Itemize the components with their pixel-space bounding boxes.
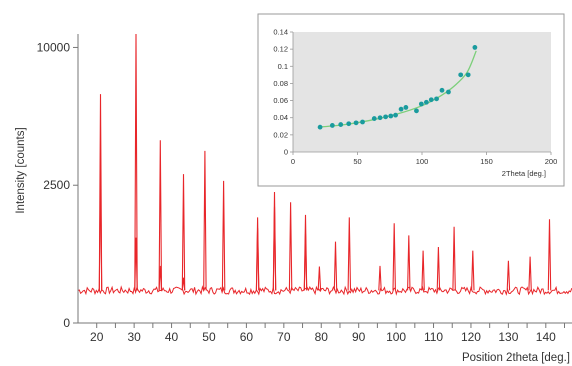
inset-point-16 [428,97,434,103]
peak-3 [134,237,138,291]
main-y-axis-label: Intensity [counts] [15,127,27,213]
inset-chart: 0 50 100 150 200 0 0.02 0.04 0.06 0.08 0.1 0.12 0.14… [257,13,565,187]
inset-point-6 [371,116,377,121]
main-y-tick-label-1: 2500 [43,178,70,192]
peak-5 [158,265,163,291]
peak-2 [134,33,138,291]
main-x-tick-label-12: 140 [536,330,556,344]
inset-point-9 [388,113,394,119]
peak-16 [303,233,308,291]
inset-y-tick-label-1: 0.02 [273,130,288,139]
peak-6 [181,174,186,291]
main-x-tick-label-5: 70 [277,330,291,344]
inset-point-8 [383,114,389,120]
inset-y-tick-label-5: 0.1 [278,62,288,71]
inset-x-tick-label-0: 0 [291,157,295,166]
main-trace [77,33,572,296]
main-y-tick-label-2: 10000 [37,40,71,54]
inset-point-19 [446,89,451,95]
inset-point-13 [414,108,419,114]
inset-point-4 [353,120,359,126]
peak-22 [407,235,411,291]
inset-point-0 [317,124,323,130]
inset-y-tick-label-2: 0.04 [273,113,288,122]
inset-y-tick-label-7: 0.14 [273,28,288,37]
inset-y-tick-label-4: 0.08 [273,79,288,88]
main-x-tick-label-9: 110 [424,330,443,344]
inset-x-tick-label-3: 150 [480,157,493,166]
peak-20 [378,265,382,291]
peak-4 [158,140,163,291]
inset-y-tick-label-3: 0.06 [273,96,288,105]
inset-point-5 [360,119,365,125]
inset-y-tick-label-6: 0.12 [273,45,288,54]
peak-18 [333,241,338,291]
inset-point-7 [377,115,383,121]
peak-28 [528,256,532,291]
main-x-tick-label-3: 50 [202,330,216,344]
peak-29 [547,219,552,291]
inset-y-tick-label-0: 0 [284,148,288,157]
inset-point-21 [465,72,471,78]
peak-23 [421,250,425,291]
inset-point-20 [458,72,464,78]
peak-8 [203,150,207,291]
inset-x-axis-label: 2Theta [deg.] [502,169,546,178]
main-x-tick-label-4: 60 [240,330,254,344]
peak-11 [255,228,260,291]
peak-19 [347,217,352,291]
inset-point-10 [393,112,398,118]
main-ticks: 20 30 40 50 60 70 80 90 100 110 120 130 140025001000… [37,40,566,344]
peak-26 [471,250,475,291]
inset-plot-area [293,32,551,152]
main-x-axis-label: Position 2theta [deg.] [462,352,570,364]
baseline-noise [77,285,572,296]
inset-point-18 [439,87,445,93]
inset-point-22 [472,45,478,50]
peak-27 [506,260,511,291]
peak-1 [98,169,103,291]
peak-25 [452,226,456,291]
inset-x-tick-label-4: 200 [545,157,558,166]
main-chart: 20 30 40 50 60 70 80 90 100 110 120 130 140025001000… [15,33,572,364]
peak-24 [436,246,441,291]
main-x-tick-label-1: 30 [127,330,141,344]
peak-14 [288,202,293,291]
main-x-tick-label-0: 20 [90,330,104,344]
inset-x-tick-label-2: 100 [416,157,429,166]
inset-point-12 [403,105,409,110]
peak-9 [221,180,226,291]
main-x-tick-label-6: 80 [315,330,329,344]
peak-7 [181,277,186,291]
inset-point-11 [398,106,404,112]
main-x-tick-label-2: 40 [165,330,179,344]
inset-point-14 [418,101,424,107]
main-x-tick-label-10: 120 [461,330,481,344]
main-x-tick-label-11: 130 [498,330,518,344]
inset-point-1 [329,123,335,128]
inset-point-15 [423,99,429,105]
inset-point-17 [434,96,439,102]
inset-ticks: 0 50 100 150 200 0 0.02 0.04 0.06 0.08 0.1 0.12 0.14 [273,28,557,167]
inset-point-3 [346,121,352,127]
main-x-tick-label-7: 90 [352,330,366,344]
inset-point-2 [338,122,344,127]
inset-points [317,45,478,130]
main-y-tick-label-0: 0 [63,316,70,330]
peak-21 [392,223,396,291]
inset-x-tick-label-1: 50 [353,157,361,166]
main-x-tick-label-8: 100 [386,330,406,344]
peak-17 [317,266,322,291]
peak-13 [272,206,277,291]
